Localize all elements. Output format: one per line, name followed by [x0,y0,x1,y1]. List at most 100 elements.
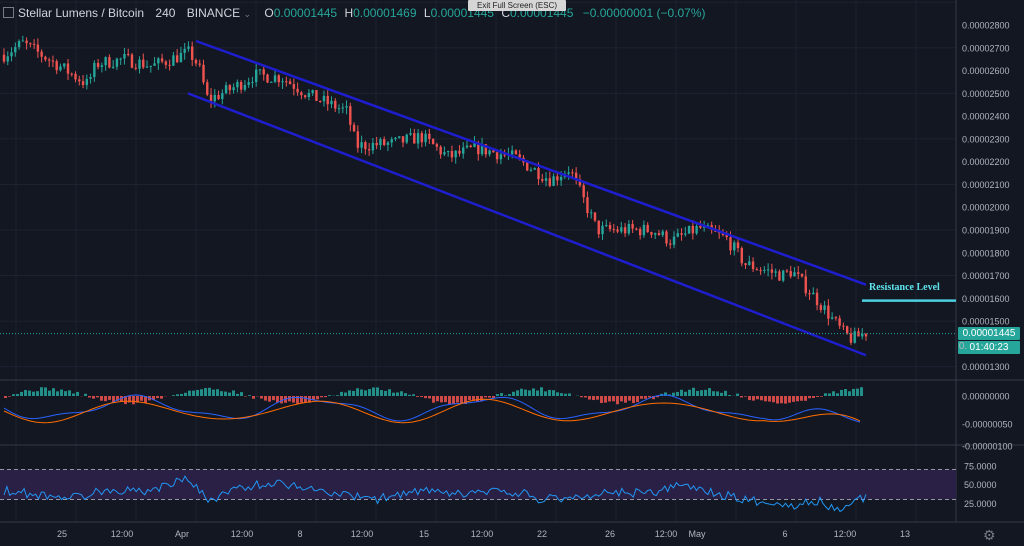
macd-histogram-bar [228,392,231,396]
macd-histogram-bar [464,396,467,404]
candle-body [66,63,70,74]
ohlc-close-label: C [501,6,510,20]
candle-body [661,231,664,236]
symbol-name[interactable]: Stellar Lumens / Bitcoin [18,6,145,20]
candle-body [349,106,352,125]
macd-histogram-bar [28,390,31,396]
candle-body [405,134,408,143]
macd-histogram-bar [240,392,243,396]
macd-histogram-bar [368,389,371,396]
candle-body [552,176,555,186]
candle-body [759,270,762,272]
macd-histogram-bar [592,396,595,401]
macd-histogram-bar [116,396,119,401]
gear-icon[interactable]: ⚙ [983,527,996,543]
candle-body [774,271,777,273]
candle-body [812,292,815,295]
macd-histogram-bar [844,389,847,396]
macd-histogram-bar [44,387,47,396]
candle-body [687,225,691,234]
time-axis-label: Apr [175,529,189,539]
macd-histogram-bar [756,396,759,400]
price-axis-label: 0.00001300 [962,362,1010,372]
macd-histogram-bar [84,393,87,396]
candle-body [352,124,356,132]
candle-body [153,63,156,66]
macd-histogram-bar [724,390,727,396]
candle-body [119,58,122,60]
candle-body [781,270,785,281]
channel-upper-line [195,39,867,286]
candle-body [2,54,6,62]
candle-body [797,272,800,274]
candle-body [537,168,540,180]
exit-fullscreen-button[interactable]: Exit Full Screen (ESC) [468,0,566,11]
macd-histogram-bar [132,396,135,405]
macd-histogram-bar [172,395,175,396]
candle-body [337,108,341,110]
macd-histogram-bar [552,390,555,396]
candle-body [770,269,774,273]
macd-histogram-bar [664,392,667,396]
candle-body [213,95,216,102]
macd-histogram-bar [832,391,835,396]
macd-histogram-bar [788,396,791,403]
macd-histogram-bar [200,389,203,396]
candle-body [763,269,766,271]
candle-body [29,43,32,45]
candle-body [804,276,807,294]
candle-body [480,144,484,155]
macd-histogram-bar [852,388,855,396]
macd-histogram-bar [480,396,483,402]
macd-histogram-bar [188,390,191,396]
candle-body [285,81,288,83]
macd-histogram-bar [128,396,131,403]
rsi-band [0,469,956,500]
candle-body [255,69,258,83]
candle-body [450,151,454,158]
candle-body [96,62,100,67]
time-axis-label: 8 [297,529,302,539]
macd-histogram-bar [460,396,463,404]
macd-histogram-bar [64,391,67,396]
candle-body [695,225,698,234]
candle-body [725,234,728,238]
macd-axis-label: -0.00000100 [962,442,1013,452]
candle-body [292,84,296,89]
macd-histogram-bar [824,393,827,396]
candle-body [6,56,9,62]
time-axis-label: 12:00 [111,529,134,539]
candle-body [729,237,732,251]
square-icon[interactable] [3,7,14,18]
candle-body [168,64,171,66]
interval[interactable]: 240 [155,6,176,20]
chevron-down-icon[interactable]: ⌄ [243,9,252,19]
macd-histogram-bar [380,390,383,396]
candle-body [593,212,597,221]
time-axis-label: 12:00 [231,529,254,539]
candle-body [394,137,397,140]
candle-body [123,53,126,59]
macd-histogram-bar [720,392,723,396]
macd-histogram-bar [540,387,543,396]
macd-histogram-bar [96,396,99,398]
macd-histogram-bar [492,396,495,399]
macd-histogram-bar [312,396,315,401]
macd-histogram-bar [388,389,391,396]
candle-body [597,220,600,235]
macd-histogram-bar [688,389,691,396]
macd-histogram-bar [432,396,435,403]
candle-body [815,292,819,306]
ohlc-high-label: H [344,6,354,20]
candle-body [638,229,642,236]
candle-body [303,95,307,98]
candle-body [635,228,638,230]
macd-histogram-bar [848,391,851,396]
candle-body [842,325,845,327]
macd-histogram-bar [696,390,699,396]
macd-histogram-bar [816,396,819,397]
candle-body [446,151,450,153]
candle-body [691,225,695,234]
candle-body [36,44,40,52]
